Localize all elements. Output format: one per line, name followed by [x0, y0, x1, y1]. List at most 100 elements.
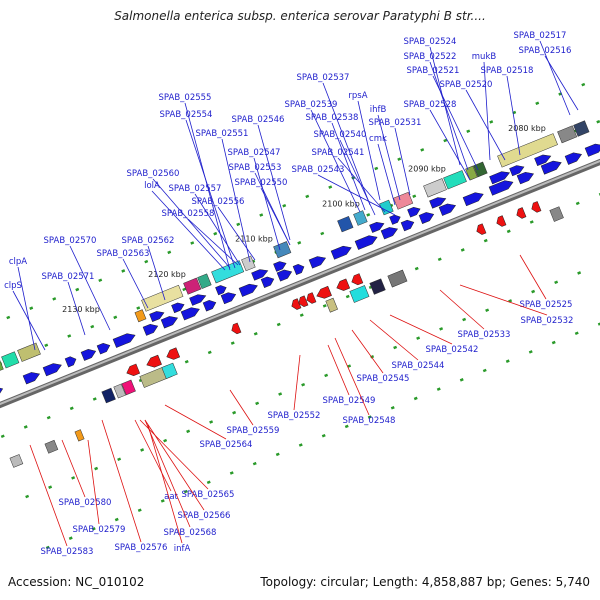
feature-tick: [6, 315, 11, 320]
feature-tick: [160, 499, 165, 503]
gene-label-reverse: SPAB_02566: [178, 511, 231, 521]
forward-gene-arrow: [418, 212, 435, 224]
forward-gene-arrow: [80, 349, 97, 361]
feature-box: [573, 120, 590, 137]
forward-gene-arrow: [564, 152, 583, 165]
gene-label-forward: SPAB_02516: [519, 46, 572, 56]
feature-box: [113, 383, 126, 399]
feature-tick: [535, 101, 540, 106]
leader-line: [432, 75, 479, 171]
leader-line: [144, 419, 205, 511]
forward-gene-arrow: [180, 307, 200, 321]
feature-tick: [94, 466, 99, 471]
leader-line: [293, 354, 301, 411]
gene-label-forward: ihfB: [370, 105, 387, 115]
gene-label-reverse: SPAB_02583: [41, 547, 94, 557]
leader-line: [337, 157, 386, 213]
feature-tick: [298, 443, 303, 447]
feature-tick: [366, 213, 371, 217]
feature-tick: [412, 194, 417, 198]
feature-tick: [596, 119, 600, 124]
feature-tick: [301, 382, 306, 387]
forward-gene-arrow: [42, 363, 62, 377]
feature-tick: [393, 345, 398, 350]
feature-tick: [575, 201, 580, 206]
gene-label-forward: SPAB_02528: [404, 100, 457, 110]
feature-tick: [374, 166, 379, 171]
gene-label-forward: SPAB_02540: [314, 130, 367, 140]
gene-label-forward: SPAB_02553: [229, 163, 282, 173]
leader-line: [101, 419, 142, 543]
gene-label-forward: mukB: [472, 52, 497, 62]
gene-label-forward: SPAB_02543: [292, 165, 345, 175]
feature-tick: [483, 238, 488, 243]
gene-label-forward: SPAB_02571: [42, 272, 95, 282]
gene-label-reverse: SPAB_02549: [323, 396, 376, 406]
feature-tick: [390, 406, 395, 410]
gene-label-reverse: SPAB_02559: [227, 426, 280, 436]
feature-tick: [459, 378, 464, 382]
feature-tick: [416, 336, 421, 340]
feature-tick: [506, 229, 511, 234]
feature-tick: [186, 429, 191, 434]
feature-tick: [581, 82, 586, 87]
feature-tick: [190, 241, 195, 245]
feature-box: [549, 206, 564, 222]
leader-line: [544, 55, 579, 111]
reverse-gene-arrow: [531, 201, 542, 213]
feature-tick: [485, 308, 490, 312]
feature-tick: [299, 313, 304, 317]
feature-tick: [0, 434, 5, 439]
feature-box: [423, 178, 447, 198]
gene-label-reverse: SPAB_02576: [115, 543, 168, 553]
reverse-gene-arrow: [516, 207, 527, 219]
forward-gene-arrow: [273, 261, 287, 272]
leader-line: [17, 266, 36, 351]
feature-tick: [68, 536, 73, 540]
feature-tick: [324, 373, 329, 378]
leader-line: [310, 109, 361, 213]
feature-tick: [414, 266, 419, 271]
feature-tick: [252, 461, 257, 466]
feature-box: [465, 165, 478, 181]
feature-tick: [328, 185, 333, 189]
feature-tick: [114, 517, 119, 522]
forward-gene-arrow: [260, 276, 275, 288]
feature-box: [379, 199, 394, 216]
reverse-gene-arrow: [298, 295, 309, 307]
kbp-tick-label: 2090 kbp: [408, 165, 446, 174]
feature-tick: [436, 387, 441, 391]
leader-line: [122, 258, 149, 309]
gene-label-reverse: aat: [164, 492, 178, 502]
feature-tick: [213, 231, 218, 236]
feature-tick: [113, 315, 118, 320]
leader-line: [351, 329, 384, 374]
forward-gene-arrow: [584, 143, 600, 157]
feature-tick: [117, 457, 122, 462]
reverse-gene-arrow: [316, 285, 332, 299]
forward-gene-arrow: [400, 219, 415, 232]
leader-line: [87, 439, 100, 525]
feature-tick: [531, 289, 536, 294]
leader-line: [151, 190, 226, 271]
feature-tick: [232, 410, 237, 415]
feature-tick: [321, 433, 326, 438]
leader-line: [147, 424, 183, 544]
feature-tick: [462, 317, 467, 322]
leader-line: [217, 206, 256, 261]
feature-box: [197, 273, 212, 289]
forward-gene-arrow: [238, 283, 258, 297]
feature-tick: [505, 359, 510, 363]
forward-gene-arrow: [202, 300, 217, 312]
leader-line: [339, 139, 376, 216]
reverse-gene-arrow: [126, 363, 141, 376]
feature-tick: [351, 176, 356, 180]
leader-line: [229, 389, 254, 426]
feature-tick: [528, 350, 533, 354]
gene-label-forward: SPAB_02524: [404, 37, 457, 47]
gene-label-forward: clpS: [4, 281, 22, 291]
feature-tick: [508, 299, 513, 303]
gene-label-forward: SPAB_02539: [285, 100, 338, 110]
feature-tick: [466, 129, 471, 133]
reverse-gene-arrow: [476, 223, 487, 235]
